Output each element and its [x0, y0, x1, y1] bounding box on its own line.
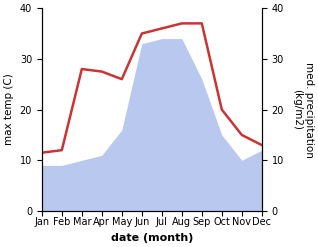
- X-axis label: date (month): date (month): [111, 233, 193, 243]
- Y-axis label: max temp (C): max temp (C): [4, 74, 14, 145]
- Y-axis label: med. precipitation
(kg/m2): med. precipitation (kg/m2): [292, 62, 314, 158]
